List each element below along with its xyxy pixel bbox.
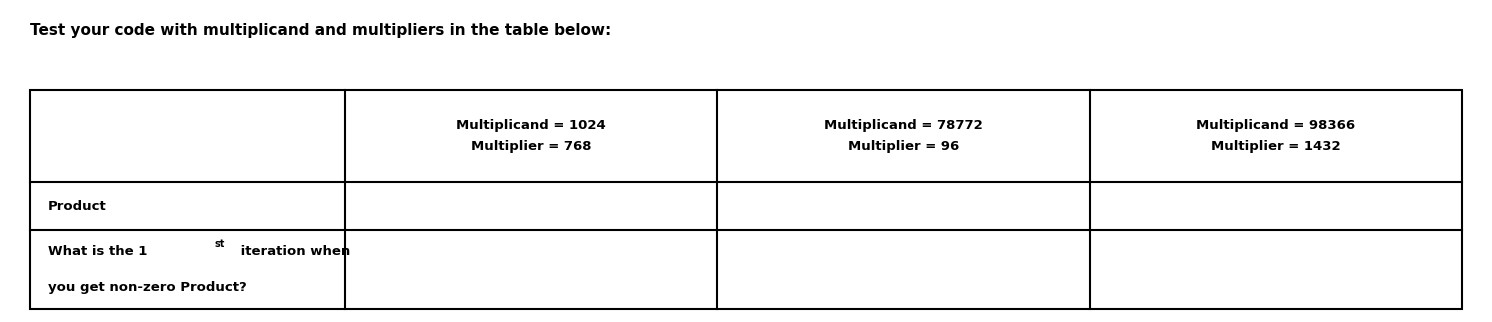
Text: Product: Product [48,200,106,213]
Text: What is the 1: What is the 1 [48,245,148,259]
Text: you get non-zero Product?: you get non-zero Product? [48,281,246,294]
Bar [30,90,1462,309]
Text: Multiplicand = 98366
Multiplier = 1432: Multiplicand = 98366 Multiplier = 1432 [1197,119,1356,153]
Text: st: st [215,239,225,249]
Text: Test your code with multiplicand and multipliers in the table below:: Test your code with multiplicand and mul… [30,23,612,38]
Text: Multiplicand = 1024
Multiplier = 768: Multiplicand = 1024 Multiplier = 768 [457,119,606,153]
Text: iteration when: iteration when [236,245,351,259]
Text: Multiplicand = 78772
Multiplier = 96: Multiplicand = 78772 Multiplier = 96 [824,119,983,153]
